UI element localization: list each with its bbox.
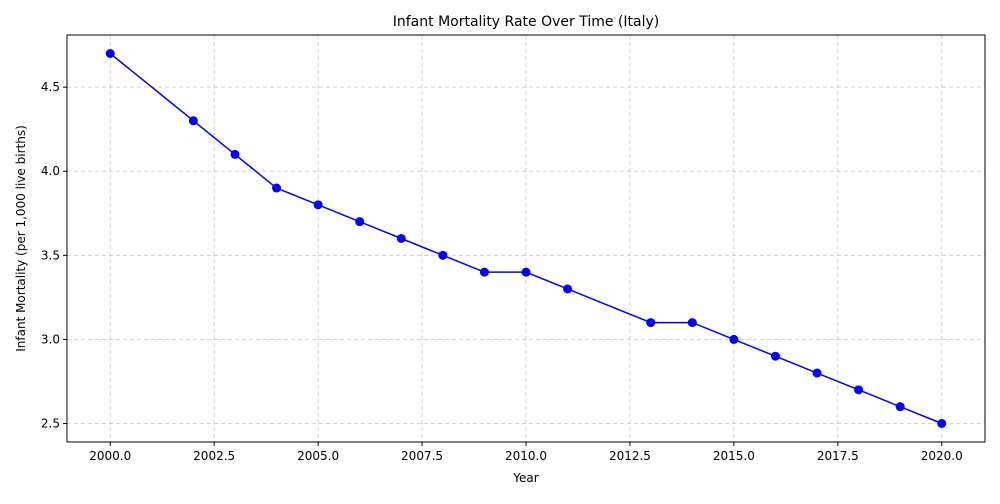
x-tick-label: 2000.0 bbox=[89, 449, 131, 463]
y-tick-label: 4.5 bbox=[41, 80, 60, 94]
data-point bbox=[895, 402, 905, 412]
x-tick-label: 2012.5 bbox=[609, 449, 651, 463]
chart-title: Infant Mortality Rate Over Time (Italy) bbox=[393, 14, 659, 30]
data-point bbox=[563, 284, 573, 294]
data-point bbox=[729, 334, 739, 344]
x-tick-label: 2002.5 bbox=[193, 449, 235, 463]
series-layer bbox=[105, 49, 947, 428]
data-point bbox=[105, 49, 115, 58]
x-axis-label: Year bbox=[512, 471, 538, 485]
x-tick-label: 2010.0 bbox=[505, 449, 547, 463]
grid bbox=[67, 35, 985, 442]
x-tick-label: 2005.0 bbox=[297, 449, 339, 463]
y-tick-label: 4.0 bbox=[41, 164, 60, 178]
x-tick-label: 2020.0 bbox=[921, 449, 963, 463]
data-point bbox=[188, 116, 198, 126]
data-point bbox=[438, 250, 448, 260]
data-point bbox=[854, 385, 864, 395]
data-point bbox=[313, 200, 323, 210]
y-axis-label: Infant Mortality (per 1,000 live births) bbox=[14, 125, 28, 352]
y-axis: 2.5 3.0 3.5 4.0 4.5 bbox=[41, 80, 67, 431]
data-point bbox=[937, 419, 947, 428]
data-point bbox=[355, 217, 365, 227]
y-tick-label: 3.0 bbox=[41, 332, 60, 346]
data-point bbox=[646, 318, 656, 328]
data-point bbox=[521, 267, 531, 277]
data-point bbox=[396, 234, 406, 243]
x-tick-label: 2007.5 bbox=[401, 449, 443, 463]
data-point bbox=[479, 267, 489, 277]
x-tick-label: 2015.0 bbox=[713, 449, 755, 463]
x-axis: 2000.0 2002.5 2005.0 2007.5 2010.0 2012.5 2015… bbox=[89, 442, 963, 463]
data-point bbox=[770, 351, 780, 361]
data-point bbox=[687, 318, 697, 328]
data-point bbox=[230, 149, 240, 159]
data-point bbox=[812, 368, 822, 378]
y-tick-label: 2.5 bbox=[41, 417, 60, 431]
y-tick-label: 3.5 bbox=[41, 248, 60, 262]
x-tick-label: 2017.5 bbox=[817, 449, 859, 463]
data-point bbox=[272, 183, 282, 193]
